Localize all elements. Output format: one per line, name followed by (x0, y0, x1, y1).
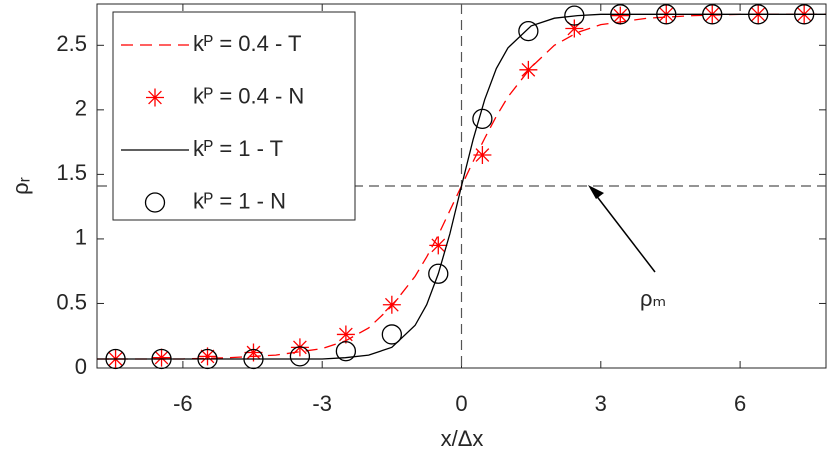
circle-marker (105, 348, 126, 370)
y-tick-label: 1.5 (56, 160, 87, 185)
circle-marker (197, 348, 218, 370)
asterisk-marker (152, 348, 171, 367)
x-tick-label: -6 (173, 391, 193, 416)
asterisk-marker (611, 6, 630, 25)
asterisk-marker (382, 295, 401, 314)
asterisk-marker (519, 60, 538, 79)
legend-label: kᴾ = 0.4 - N (193, 83, 304, 108)
asterisk-marker (336, 325, 355, 344)
asterisk-marker (429, 236, 448, 255)
legend-marker (146, 88, 164, 107)
circle-marker (428, 263, 449, 284)
circle-marker (335, 341, 357, 362)
legend-box (112, 11, 356, 221)
y-tick-label: 1 (75, 225, 87, 250)
x-tick-label: 6 (734, 391, 746, 416)
arrow-head (588, 185, 604, 199)
legend-marker (144, 192, 166, 213)
y-tick-label: 2 (75, 96, 87, 121)
asterisk-marker (244, 343, 263, 362)
circle-marker (381, 324, 403, 345)
annotation-arrow (591, 189, 656, 273)
legend-label: kᴾ = 0.4 - T (193, 31, 301, 56)
y-tick-label: 2.5 (56, 31, 87, 56)
y-tick-label: 0.5 (56, 289, 87, 314)
asterisk-marker (198, 347, 217, 366)
legend-label: kᴾ = 1 - N (193, 188, 286, 213)
circle-marker (151, 348, 172, 370)
y-tick-label: 0 (75, 354, 87, 379)
legend-label: kᴾ = 1 - T (193, 136, 283, 161)
circle-marker (702, 4, 723, 25)
x-axis-label: x/Δx (441, 426, 484, 451)
annotation: ρₘ (640, 286, 666, 311)
circle-marker (289, 346, 311, 367)
circle-marker (472, 108, 493, 130)
asterisk-marker (565, 19, 584, 38)
circle-marker (564, 5, 585, 26)
circle-marker (518, 20, 539, 42)
asterisk-marker (473, 146, 492, 165)
circle-marker (794, 4, 815, 25)
y-axis-label: ρᵣ (8, 177, 33, 195)
x-tick-label: 0 (455, 391, 467, 416)
x-tick-label: 3 (595, 391, 607, 416)
circle-marker (243, 348, 264, 370)
circle-marker (656, 4, 677, 25)
x-tick-label: -3 (312, 391, 332, 416)
circle-marker (748, 4, 769, 25)
circle-marker (610, 4, 631, 25)
